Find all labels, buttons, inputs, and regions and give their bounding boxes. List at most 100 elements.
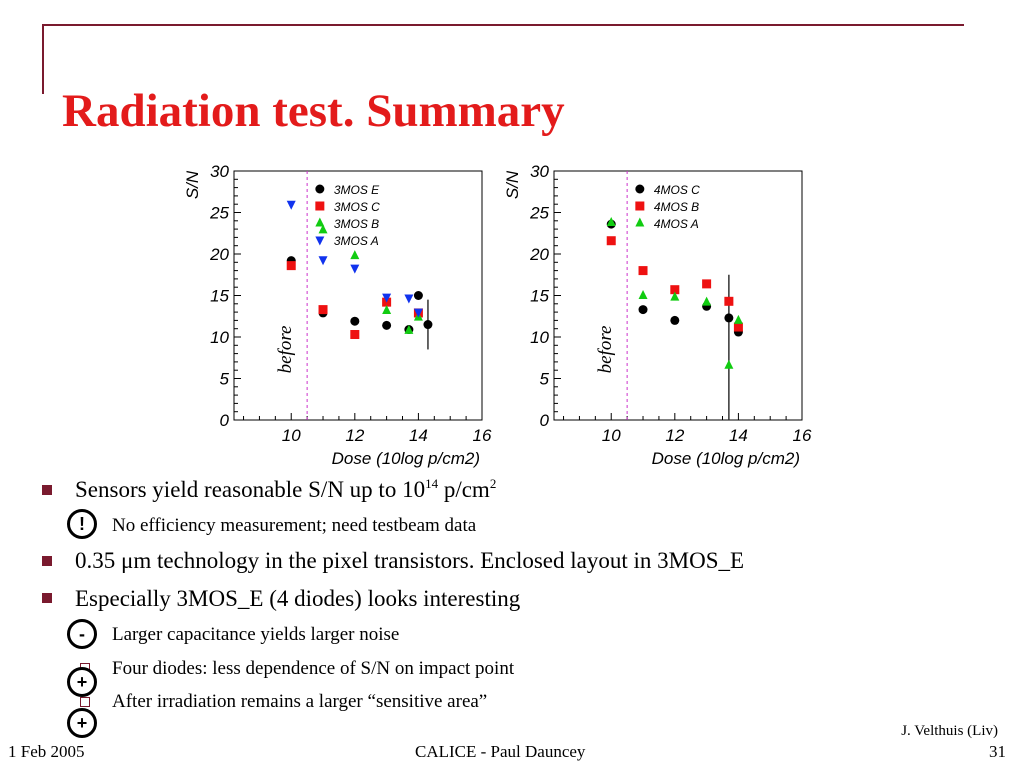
sub-bullet-square [80, 697, 90, 707]
data-point [315, 236, 325, 246]
data-point [606, 236, 616, 246]
y-tick-label: 0 [540, 411, 550, 430]
data-point [286, 200, 296, 210]
data-point [382, 304, 392, 314]
x-axis-label: Dose (10log p/cm2) [652, 449, 800, 468]
before-label: before [595, 326, 616, 374]
credit-text: J. Velthuis (Liv) [901, 723, 998, 739]
data-point [702, 279, 712, 289]
x-tick-label: 16 [793, 426, 812, 445]
y-tick-label: 25 [529, 204, 549, 223]
data-point [350, 250, 360, 260]
charts-area: 0 5 10 15 20 25 30 10 12 14 16 S/N Dose (10log p/cm2… [178, 155, 818, 470]
data-point [670, 315, 680, 325]
title-rule-horizontal [42, 24, 964, 26]
bullet-text-main: Sensors yield reasonable S/N up to 10 [75, 477, 426, 502]
y-tick-label: 30 [210, 162, 229, 181]
exponent-14: 14 [425, 476, 439, 491]
data-point [638, 290, 648, 299]
sub-bullet-text: Larger capacitance yields larger noise [112, 624, 400, 645]
data-point [724, 359, 734, 369]
data-point [635, 184, 645, 194]
slide-title: Radiation test. Summary [62, 85, 565, 137]
data-point [638, 305, 648, 315]
sub-bullet-text: No efficiency measurement; need testbeam… [112, 515, 477, 536]
x-tick-label: 14 [729, 426, 748, 445]
data-point [606, 216, 616, 226]
legend-label: 3MOS B [334, 217, 379, 231]
legend-label: 4MOS C [654, 183, 700, 197]
y-tick-label: 0 [220, 411, 230, 430]
data-point [635, 217, 645, 227]
data-point [670, 291, 680, 301]
x-tick-label: 16 [473, 426, 492, 445]
footer-date: 1 Feb 2005 [8, 742, 85, 761]
data-point [318, 224, 328, 234]
data-point [724, 313, 734, 323]
x-tick-label: 12 [665, 426, 684, 445]
bullet-square [42, 485, 52, 495]
y-axis-label: S/N [503, 170, 522, 199]
x-tick-label: 14 [409, 426, 428, 445]
y-tick-label: 20 [209, 245, 229, 264]
exponent-2: 2 [489, 476, 497, 491]
before-label: before [275, 326, 296, 374]
bullet-text: Sensors yield reasonable S/N up to 1014 … [75, 476, 497, 502]
chart-panel-2: 0 5 10 15 20 25 30 10 12 14 16 S/N Dose (10log p/cm2… [503, 162, 812, 468]
footer-center: CALICE - Paul Dauncey [415, 742, 586, 761]
legend-label: 3MOS A [334, 234, 379, 248]
bullet-text: Especially 3MOS_E (4 diodes) looks inter… [75, 586, 521, 611]
plot-frame [233, 170, 483, 421]
legend-label: 3MOS E [334, 183, 380, 197]
data-point [382, 320, 392, 330]
data-point [635, 201, 645, 211]
legend-label: 3MOS C [334, 200, 380, 214]
y-tick-label: 10 [210, 328, 229, 347]
y-axis-label: S/N [183, 170, 202, 199]
data-point [382, 293, 392, 303]
data-point [286, 261, 296, 271]
data-point [413, 308, 423, 318]
data-point [318, 256, 328, 266]
plus-mark-icon: + [67, 708, 97, 738]
plus-mark-icon: + [67, 667, 97, 697]
y-tick-label: 30 [530, 162, 549, 181]
data-point [315, 217, 325, 227]
bullet-text: 0.35 μm technology in the pixel transist… [75, 548, 745, 573]
data-point [350, 330, 360, 340]
data-point [702, 296, 712, 306]
bullet-square [42, 556, 52, 566]
title-rule-vertical [42, 24, 44, 94]
data-point [670, 285, 680, 295]
data-point [318, 305, 328, 315]
y-tick-label: 10 [530, 328, 549, 347]
data-point [315, 201, 325, 211]
y-tick-label: 20 [529, 245, 549, 264]
data-point [350, 264, 360, 274]
data-point [413, 291, 423, 300]
x-tick-label: 10 [282, 426, 301, 445]
minus-mark-icon: - [67, 619, 97, 649]
legend-label: 4MOS B [654, 200, 699, 214]
y-tick-label: 15 [530, 287, 549, 306]
data-point [404, 294, 414, 304]
data-point [315, 184, 325, 194]
sub-bullet-text: Four diodes: less dependence of S/N on i… [112, 658, 515, 679]
data-point [423, 320, 433, 330]
exclamation-mark-icon: ! [67, 509, 97, 539]
data-point [350, 316, 360, 326]
y-tick-label: 15 [210, 287, 229, 306]
x-tick-label: 12 [345, 426, 364, 445]
y-tick-label: 25 [209, 204, 229, 223]
chart-panel-1: 0 5 10 15 20 25 30 10 12 14 16 S/N Dose (10log p/cm2… [183, 162, 492, 468]
dose-scan-charts: 0 5 10 15 20 25 30 10 12 14 16 S/N Dose (10log p/cm2… [183, 162, 812, 468]
y-tick-label: 5 [540, 370, 550, 389]
x-axis-label: Dose (10log p/cm2) [332, 449, 480, 468]
plot-frame [553, 170, 803, 421]
data-point [733, 322, 743, 332]
x-tick-label: 10 [602, 426, 621, 445]
data-point [724, 296, 734, 306]
sub-bullet-text: After irradiation remains a larger “sens… [112, 691, 488, 712]
data-point [733, 314, 743, 324]
bullet-square [42, 593, 52, 603]
